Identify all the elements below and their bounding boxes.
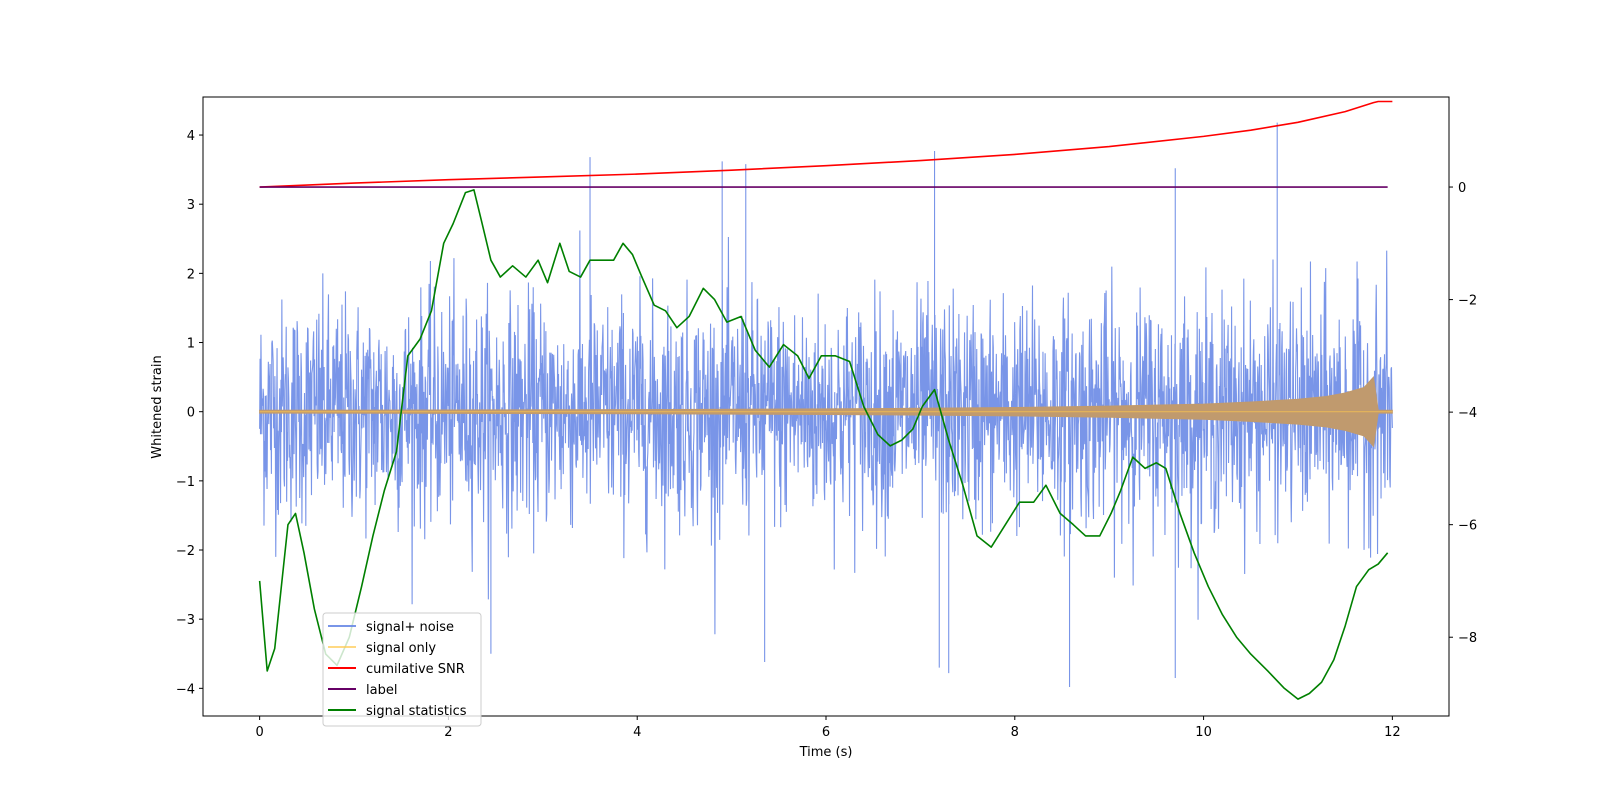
y-tick-label: 0 (187, 406, 195, 421)
signal-statistics-line (258, 189, 1389, 700)
x-tick-label: 0 (255, 725, 263, 740)
y-right-tick-label: −4 (1458, 406, 1477, 421)
x-tick-label: 12 (1384, 725, 1401, 740)
y-tick-label: −3 (176, 613, 195, 628)
legend: signal+ noise signal only cumilative SNR… (322, 612, 482, 727)
x-tick-label: 6 (822, 725, 830, 740)
y-right-tick-label: −8 (1458, 631, 1477, 646)
x-tick-label: 2 (444, 725, 452, 740)
y-right-tick-label: 0 (1458, 181, 1466, 196)
x-tick-label: 8 (1011, 725, 1019, 740)
y-right-tick-label: −2 (1458, 294, 1477, 309)
y-axis-label: Whitened strain (150, 355, 165, 458)
series-signal-noise (259, 122, 1393, 687)
x-tick-label: 10 (1195, 725, 1212, 740)
y-tick-label: −1 (176, 475, 195, 490)
y-tick-label: 1 (187, 337, 195, 352)
cumulative-snr-line (259, 100, 1393, 188)
series-lines (258, 100, 1393, 700)
legend-box (322, 612, 482, 727)
y-tick-label: 2 (187, 267, 195, 282)
y-right-tick-label: −6 (1458, 519, 1477, 534)
y-tick-label: −2 (176, 544, 195, 559)
x-axis-label: Time (s) (799, 745, 853, 760)
y-tick-label: −4 (176, 682, 195, 697)
legend-label-label: label (366, 683, 397, 698)
legend-label-signal-noise: signal+ noise (366, 620, 454, 635)
y-tick-label: 3 (187, 198, 195, 213)
signal-noise-line (259, 122, 1393, 687)
series-signal-only (259, 375, 1393, 448)
legend-label-cumulative-snr: cumilative SNR (366, 662, 465, 677)
legend-label-signal-only: signal only (366, 641, 436, 656)
legend-label-signal-statistics: signal statistics (366, 704, 467, 719)
y-tick-label: 4 (187, 129, 195, 144)
x-tick-label: 4 (633, 725, 641, 740)
